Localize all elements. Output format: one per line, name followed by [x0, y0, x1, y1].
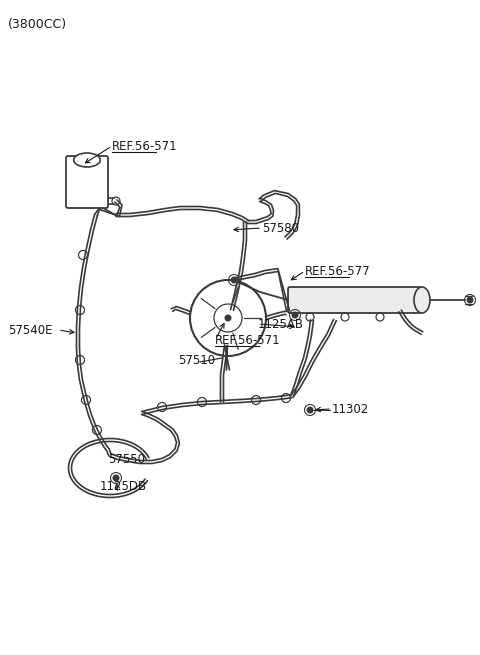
Text: 1125DB: 1125DB [100, 480, 147, 493]
Text: REF.56-571: REF.56-571 [215, 334, 281, 347]
Circle shape [291, 312, 299, 318]
Text: 57550: 57550 [108, 453, 145, 466]
Circle shape [467, 297, 473, 303]
FancyBboxPatch shape [288, 287, 422, 313]
Text: 57510: 57510 [178, 354, 215, 367]
Text: REF.56-571: REF.56-571 [112, 140, 178, 153]
FancyBboxPatch shape [66, 156, 108, 208]
Text: 11302: 11302 [332, 403, 369, 416]
Ellipse shape [74, 153, 100, 167]
Ellipse shape [414, 287, 430, 313]
Text: (3800CC): (3800CC) [8, 18, 67, 31]
Text: REF.56-577: REF.56-577 [305, 265, 371, 278]
Text: 1125AB: 1125AB [258, 318, 304, 331]
Circle shape [112, 474, 120, 481]
Circle shape [230, 276, 238, 284]
Text: 57540E: 57540E [8, 324, 52, 337]
Circle shape [307, 407, 313, 413]
Text: 57580: 57580 [262, 222, 299, 235]
Circle shape [225, 314, 231, 322]
